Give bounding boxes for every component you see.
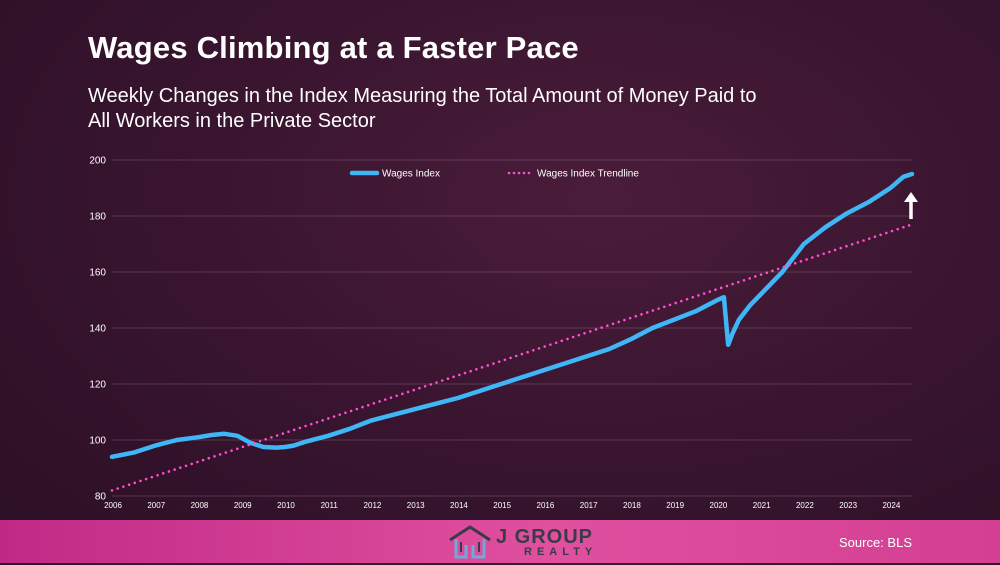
wages-line-chart: 80 100 120 140 160 180 200 2006 2007 2008 2009 201… xyxy=(89,156,918,510)
x-tick-label: 2006 xyxy=(104,501,122,510)
x-tick-label: 2016 xyxy=(537,501,555,510)
x-tick-label: 2008 xyxy=(191,501,209,510)
j-group-realty-logo: J GROUP REALTY xyxy=(446,524,626,560)
house-logo-icon xyxy=(449,525,491,559)
x-tick-label: 2019 xyxy=(666,501,684,510)
legend-label-trendline: Wages Index Trendline xyxy=(537,169,639,180)
y-tick-label: 100 xyxy=(89,436,106,447)
footer-bar: J GROUP REALTY Source: BLS xyxy=(0,520,1000,563)
y-tick-label: 120 xyxy=(89,380,106,391)
logo-text-sub: REALTY xyxy=(524,546,598,558)
x-tick-label: 2009 xyxy=(234,501,252,510)
x-tick-label: 2015 xyxy=(493,501,511,510)
source-label: Source: BLS xyxy=(839,535,912,550)
series-layer xyxy=(109,171,915,492)
x-tick-label: 2023 xyxy=(839,501,857,510)
x-tick-label: 2018 xyxy=(623,501,641,510)
x-tick-label: 2020 xyxy=(710,501,728,510)
trendline-series xyxy=(110,223,914,492)
legend: Wages Index Wages Index Trendline xyxy=(349,169,639,180)
x-tick-label: 2014 xyxy=(450,501,468,510)
annotation-layer xyxy=(904,192,918,219)
x-tick-label: 2013 xyxy=(407,501,425,510)
up-arrow-head xyxy=(904,192,918,202)
y-tick-label: 160 xyxy=(89,268,106,279)
y-tick-label: 200 xyxy=(89,156,106,167)
y-tick-label: 140 xyxy=(89,324,106,335)
y-tick-label: 80 xyxy=(95,492,107,503)
x-tick-label: 2021 xyxy=(753,501,771,510)
x-tick-label: 2011 xyxy=(321,501,339,510)
logo-text-main: J GROUP xyxy=(496,526,594,548)
y-axis-ticks: 80 100 120 140 160 180 200 xyxy=(89,156,106,503)
legend-label-wages-index: Wages Index xyxy=(382,169,440,180)
y-tick-label: 180 xyxy=(89,212,106,223)
x-tick-label: 2022 xyxy=(796,501,814,510)
x-tick-label: 2012 xyxy=(364,501,382,510)
wages-index-series xyxy=(109,171,915,460)
slide-subtitle: Weekly Changes in the Index Measuring th… xyxy=(88,85,757,132)
x-tick-label: 2017 xyxy=(580,501,598,510)
grid-layer xyxy=(112,159,912,497)
x-tick-label: 2010 xyxy=(277,501,295,510)
x-axis-ticks: 2006 2007 2008 2009 2010 2011 2012 2013 2014 2015… xyxy=(104,501,901,510)
x-tick-label: 2007 xyxy=(147,501,165,510)
slide-title: Wages Climbing at a Faster Pace xyxy=(88,30,579,65)
x-tick-label: 2024 xyxy=(882,501,900,510)
